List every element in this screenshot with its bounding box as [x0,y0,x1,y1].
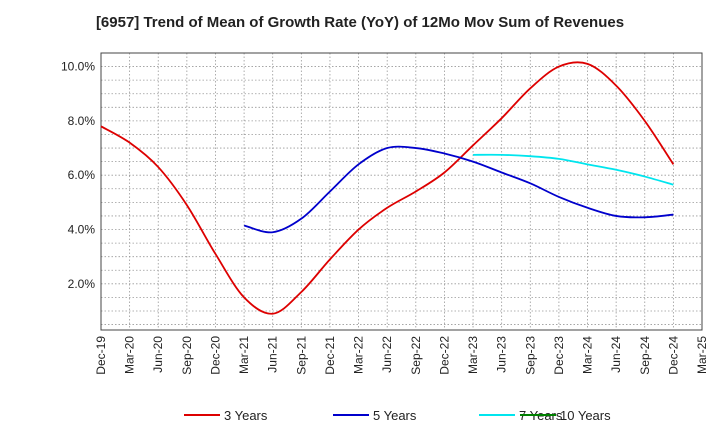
plot-area [101,53,702,330]
x-tick-label: Sep-24 [638,336,652,375]
x-tick-label: Sep-23 [523,336,537,375]
x-tick-label: Sep-22 [409,336,423,375]
x-tick-label: Dec-23 [552,336,566,375]
x-tick-label: Jun-24 [609,336,623,373]
y-tick-label: 4.0% [68,223,96,237]
series-line-7-years [473,153,674,186]
legend-item-5-years: 5 Years [333,408,417,423]
series-line-3-years [100,61,675,315]
x-tick-label: Jun-23 [495,336,509,373]
x-tick-label: Mar-25 [695,336,709,374]
series-line-5-years [243,145,674,234]
legend-item-10-years: 10 Years [520,408,611,423]
x-tick-label: Dec-24 [666,336,680,375]
legend-label-5-years: 5 Years [373,408,417,423]
x-tick-label: Mar-20 [123,336,137,374]
x-tick-label: Mar-23 [466,336,480,374]
x-tick-label: Jun-21 [266,336,280,373]
y-tick-label: 8.0% [68,114,96,128]
y-tick-label: 10.0% [61,60,95,74]
y-tick-label: 6.0% [68,168,96,182]
x-tick-label: Sep-21 [294,336,308,375]
legend-item-3-years: 3 Years [184,408,268,423]
x-tick-label: Mar-24 [581,336,595,374]
x-tick-label: Dec-20 [208,336,222,375]
x-tick-label: Dec-22 [437,336,451,375]
x-tick-label: Mar-22 [352,336,366,374]
plot-frame [100,52,703,331]
x-tick-label: Mar-21 [237,336,251,374]
legend-label-10-years: 10 Years [560,408,611,423]
y-tick-label: 2.0% [68,277,96,291]
x-tick-label: Jun-22 [380,336,394,373]
x-tick-label: Dec-19 [94,336,108,375]
x-tick-label: Jun-20 [151,336,165,373]
chart-title: [6957] Trend of Mean of Growth Rate (YoY… [95,14,625,31]
x-tick-label: Dec-21 [323,336,337,375]
x-tick-label: Sep-20 [180,336,194,375]
legend-label-3-years: 3 Years [224,408,268,423]
